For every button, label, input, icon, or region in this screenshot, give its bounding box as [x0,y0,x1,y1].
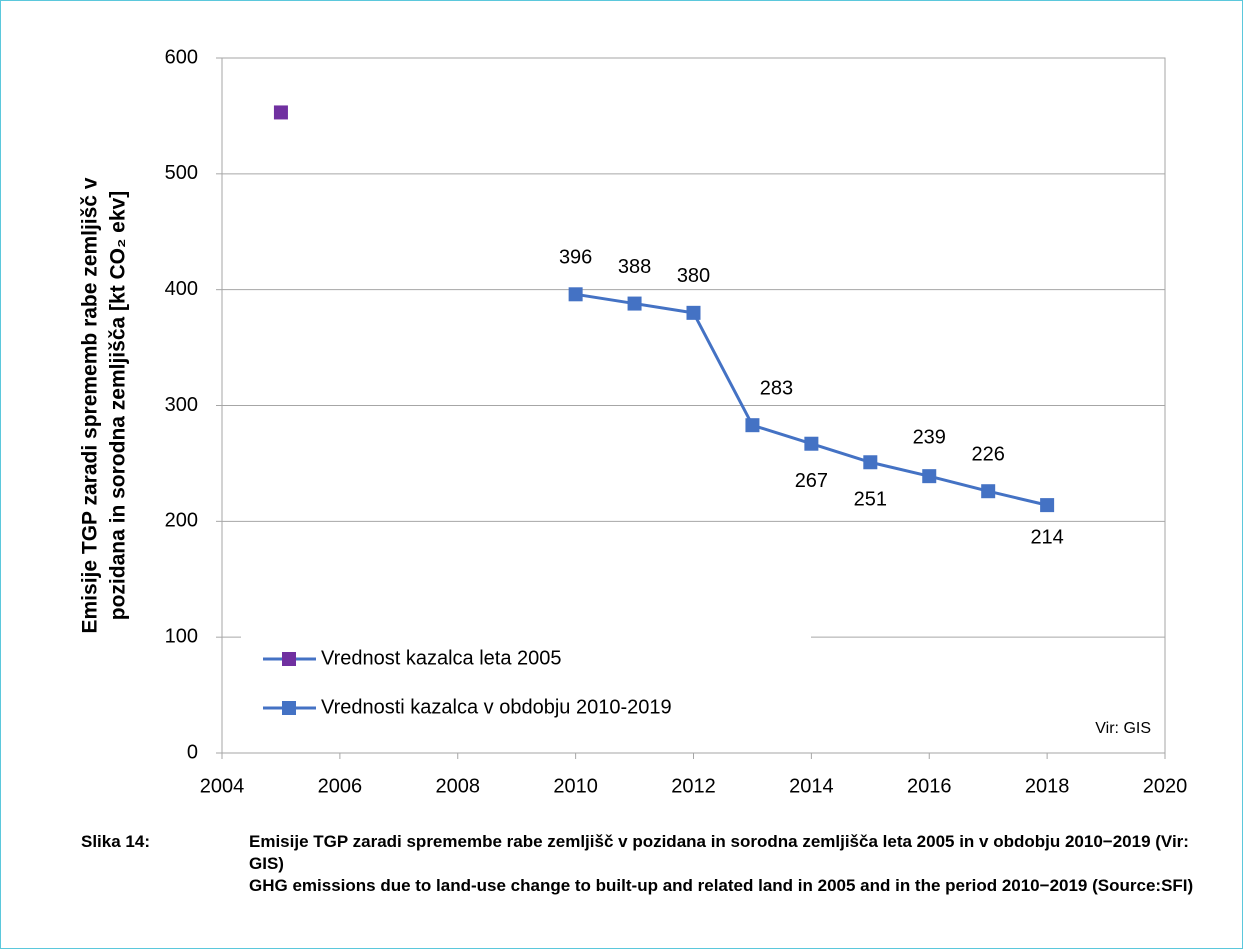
x-tick-label: 2014 [789,775,834,797]
x-tick-label: 2016 [907,775,952,797]
x-tick-label: 2020 [1143,775,1188,797]
caption-label: Slika 14: [81,832,150,851]
marker [1040,498,1055,513]
marker [273,105,288,120]
marker [627,296,642,311]
y-axis-title: pozidana in sorodna zemljišča [kt CO₂ ek… [107,191,130,620]
x-tick-label: 2012 [671,775,716,797]
y-tick-label: 500 [165,162,198,184]
marker [863,455,878,470]
y-tick-label: 300 [165,394,198,416]
annotation: Vir: GIS [1095,720,1151,737]
y-tick-label: 0 [187,741,198,763]
legend-box [241,635,811,743]
marker [981,484,996,499]
caption: Slika 14: Emisije TGP zaradi spremembe r… [81,831,1221,897]
y-axis-title: Emisije TGP zaradi sprememb rabe zemljiš… [79,177,102,633]
data-label: 388 [618,256,651,278]
caption-text: Emisije TGP zaradi spremembe rabe zemlji… [249,831,1221,897]
data-label: 214 [1030,526,1063,548]
marker [922,469,937,484]
x-tick-label: 2010 [553,775,598,797]
x-tick-label: 2006 [318,775,363,797]
marker [804,436,819,451]
x-tick-label: 2008 [436,775,481,797]
marker [686,305,701,320]
data-label: 267 [795,470,828,492]
legend-marker [282,652,296,666]
data-label: 251 [854,489,887,511]
legend-label: Vrednost kazalca leta 2005 [321,647,562,669]
data-label: 396 [559,247,592,269]
y-tick-label: 200 [165,510,198,532]
legend-marker [282,701,296,715]
plot-border [221,57,1166,754]
y-tick-label: 600 [165,46,198,68]
marker [568,287,583,302]
marker [745,418,760,433]
data-label: 283 [760,377,793,399]
legend-label: Vrednosti kazalca v obdobju 2010-2019 [321,696,672,718]
chart: 0 100 200 300 400 500 600 2004 2006 2008 2010 2012 2… [79,46,1188,797]
y-tick-label: 100 [165,625,198,647]
caption-line: GHG emissions due to land-use change to … [249,876,1194,895]
x-tick-label: 2004 [200,775,245,797]
y-tick-label: 400 [165,278,198,300]
x-tick-label: 2018 [1025,775,1070,797]
caption-line: Emisije TGP zaradi spremembe rabe zemlji… [249,832,1189,873]
data-label: 239 [913,426,946,448]
data-label: 226 [972,443,1005,465]
data-label: 380 [677,265,710,287]
